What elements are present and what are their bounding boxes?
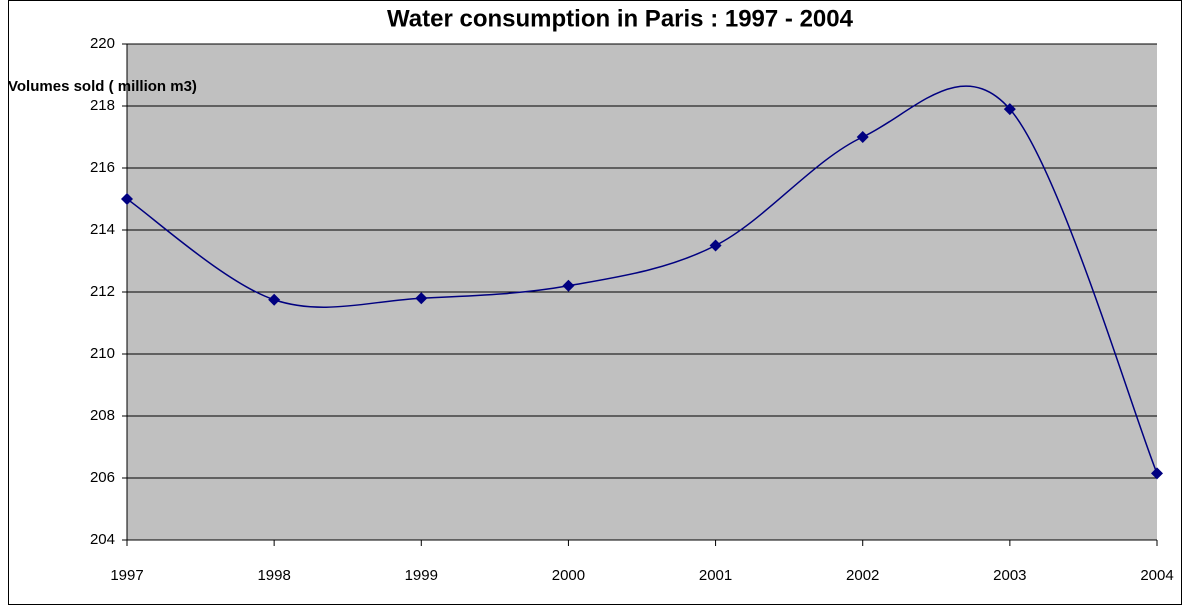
x-tick-label: 1998: [257, 567, 290, 584]
chart-title: Water consumption in Paris : 1997 - 2004: [387, 5, 854, 32]
y-tick-label: 204: [90, 531, 115, 548]
marker: [709, 239, 722, 252]
y-tick-label: 206: [90, 469, 115, 486]
chart-border: [8, 0, 1182, 605]
marker: [415, 292, 428, 305]
marker: [562, 279, 575, 292]
y-tick-label: 216: [90, 159, 115, 176]
x-tick-label: 2002: [846, 567, 879, 584]
marker: [1151, 467, 1163, 480]
x-tick-label: 2004: [1140, 567, 1173, 584]
y-tick-label: 212: [90, 283, 115, 300]
y-tick-label: 220: [90, 35, 115, 52]
y-tick-label: 210: [90, 345, 115, 362]
y-tick-label: 214: [90, 221, 115, 238]
marker: [856, 131, 869, 143]
marker: [121, 193, 133, 205]
line: [126, 85, 1158, 474]
marker: [1003, 103, 1016, 116]
x-tick-label: 2000: [552, 567, 585, 584]
y-tick-label: 218: [90, 97, 115, 114]
marker: [268, 293, 281, 306]
x-tick-label: 1999: [405, 567, 438, 584]
x-tick-label: 2003: [993, 567, 1026, 584]
y-axis-label: Volumes sold ( million m3): [8, 78, 197, 95]
y-tick-label: 208: [90, 407, 115, 424]
x-tick-label: 1997: [110, 567, 143, 584]
x-tick-label: 2001: [699, 567, 732, 584]
